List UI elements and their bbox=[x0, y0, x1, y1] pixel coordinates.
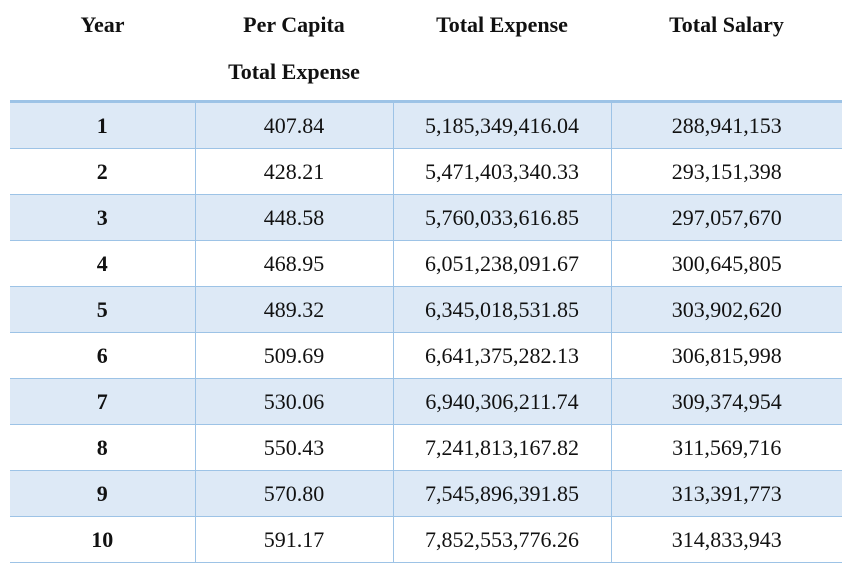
cell-per-capita: 489.32 bbox=[194, 286, 393, 333]
cell-year: 1 bbox=[10, 101, 195, 149]
cell-year: 5 bbox=[10, 286, 195, 333]
table-row: 8 550.43 7,241,813,167.82 311,569,716 bbox=[10, 424, 842, 471]
table-row: 7 530.06 6,940,306,211.74 309,374,954 bbox=[10, 378, 842, 425]
table-body: 1 407.84 5,185,349,416.04 288,941,153 2 … bbox=[10, 101, 842, 563]
cell-per-capita: 468.95 bbox=[194, 240, 393, 287]
cell-year: 4 bbox=[10, 240, 195, 287]
cell-per-capita: 407.84 bbox=[194, 101, 393, 149]
table-row: 1 407.84 5,185,349,416.04 288,941,153 bbox=[10, 101, 842, 149]
header-per-capita-line2: Total Expense bbox=[228, 59, 360, 84]
cell-total-expense: 5,471,403,340.33 bbox=[392, 148, 611, 195]
table-row: 6 509.69 6,641,375,282.13 306,815,998 bbox=[10, 332, 842, 379]
header-per-capita-line1: Per Capita bbox=[243, 12, 345, 37]
cell-year: 8 bbox=[10, 424, 195, 471]
cell-year: 10 bbox=[10, 516, 195, 563]
cell-total-expense: 6,345,018,531.85 bbox=[392, 286, 611, 333]
cell-total-salary: 313,391,773 bbox=[610, 470, 842, 517]
cell-per-capita: 570.80 bbox=[194, 470, 393, 517]
cell-total-expense: 7,852,553,776.26 bbox=[392, 516, 611, 563]
cell-total-salary: 314,833,943 bbox=[610, 516, 842, 563]
cell-year: 7 bbox=[10, 378, 195, 425]
cell-total-salary: 288,941,153 bbox=[610, 101, 842, 149]
cell-total-salary: 293,151,398 bbox=[610, 148, 842, 195]
cell-total-expense: 6,051,238,091.67 bbox=[392, 240, 611, 287]
header-total-salary: Total Salary bbox=[611, 0, 842, 103]
cell-total-salary: 300,645,805 bbox=[610, 240, 842, 287]
cell-per-capita: 550.43 bbox=[194, 424, 393, 471]
cell-total-salary: 303,902,620 bbox=[610, 286, 842, 333]
table-row: 2 428.21 5,471,403,340.33 293,151,398 bbox=[10, 148, 842, 195]
cell-total-expense: 5,760,033,616.85 bbox=[392, 194, 611, 241]
cell-per-capita: 509.69 bbox=[194, 332, 393, 379]
header-year-label: Year bbox=[80, 12, 125, 37]
table-row: 5 489.32 6,345,018,531.85 303,902,620 bbox=[10, 286, 842, 333]
header-total-expense-label: Total Expense bbox=[436, 12, 568, 37]
cell-total-expense: 5,185,349,416.04 bbox=[392, 101, 611, 149]
cell-total-expense: 6,940,306,211.74 bbox=[392, 378, 611, 425]
cell-total-salary: 297,057,670 bbox=[610, 194, 842, 241]
header-row: Year Per Capita Total Expense Total Expe… bbox=[10, 0, 842, 103]
table-header: Year Per Capita Total Expense Total Expe… bbox=[10, 0, 842, 103]
cell-total-expense: 7,545,896,391.85 bbox=[392, 470, 611, 517]
cell-per-capita: 428.21 bbox=[194, 148, 393, 195]
table-row: 3 448.58 5,760,033,616.85 297,057,670 bbox=[10, 194, 842, 241]
expense-table-container: Year Per Capita Total Expense Total Expe… bbox=[10, 0, 842, 563]
header-total-expense: Total Expense bbox=[393, 0, 611, 103]
table-row: 4 468.95 6,051,238,091.67 300,645,805 bbox=[10, 240, 842, 287]
cell-per-capita: 591.17 bbox=[194, 516, 393, 563]
cell-total-expense: 7,241,813,167.82 bbox=[392, 424, 611, 471]
cell-total-salary: 306,815,998 bbox=[610, 332, 842, 379]
expense-table: Year Per Capita Total Expense Total Expe… bbox=[10, 0, 842, 563]
header-year: Year bbox=[10, 0, 195, 103]
cell-year: 3 bbox=[10, 194, 195, 241]
cell-total-expense: 6,641,375,282.13 bbox=[392, 332, 611, 379]
cell-per-capita: 448.58 bbox=[194, 194, 393, 241]
cell-year: 6 bbox=[10, 332, 195, 379]
cell-year: 9 bbox=[10, 470, 195, 517]
header-per-capita: Per Capita Total Expense bbox=[195, 0, 393, 103]
cell-per-capita: 530.06 bbox=[194, 378, 393, 425]
cell-year: 2 bbox=[10, 148, 195, 195]
cell-total-salary: 309,374,954 bbox=[610, 378, 842, 425]
cell-total-salary: 311,569,716 bbox=[610, 424, 842, 471]
table-row: 9 570.80 7,545,896,391.85 313,391,773 bbox=[10, 470, 842, 517]
header-total-salary-label: Total Salary bbox=[669, 12, 784, 37]
table-row: 10 591.17 7,852,553,776.26 314,833,943 bbox=[10, 516, 842, 563]
